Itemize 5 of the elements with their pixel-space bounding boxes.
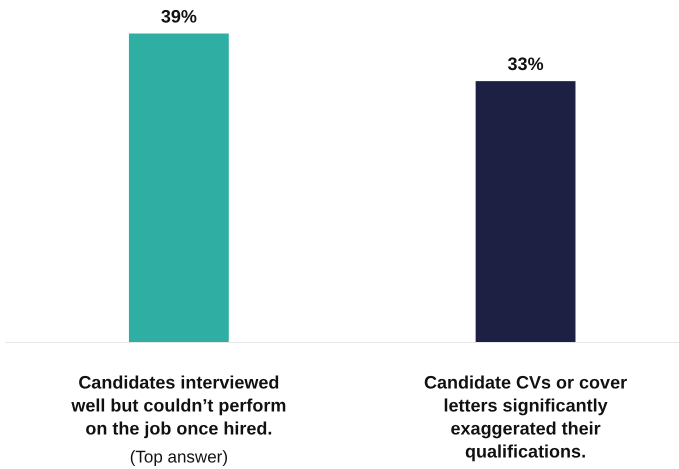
x-tick-label: Candidate CVs or cover letters significantly exaggerated their qualifications. [424, 372, 628, 462]
data-label: 33% [508, 54, 544, 74]
text: (Top answer) [130, 448, 228, 466]
data-label: 39% [160, 6, 197, 27]
x-tick-label: Candidates interviewed well but couldn’t perform on the job once hired. [70, 372, 286, 438]
